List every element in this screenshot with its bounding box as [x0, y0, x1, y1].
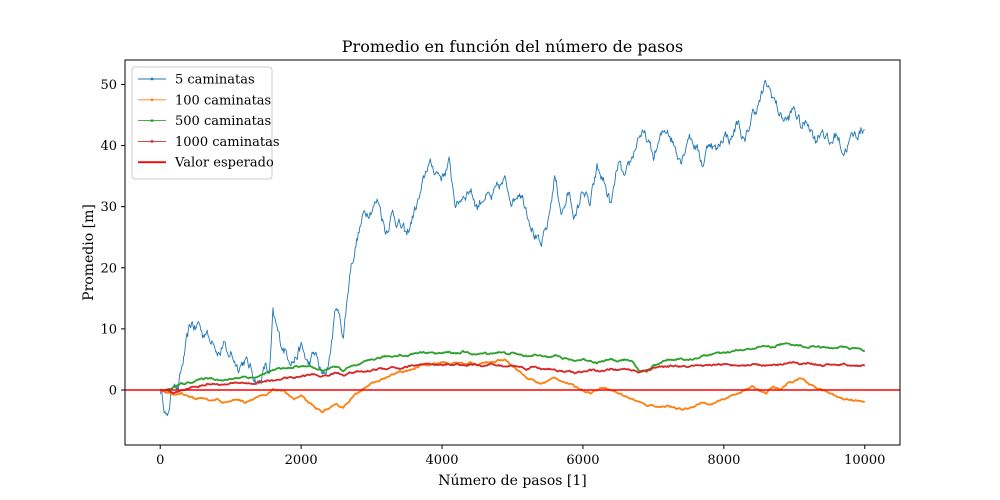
y-tick-label: 0 — [109, 384, 117, 399]
y-axis-label: Promedio [m] — [81, 204, 97, 301]
legend: 5 caminatas 100 caminatas 500 caminatas 100… — [131, 66, 280, 180]
y-axis-ticks: 0 10 20 30 40 50 — [100, 78, 125, 399]
y-tick-label: 30 — [100, 200, 117, 215]
series-500-caminatas — [160, 342, 866, 392]
legend-marker — [150, 140, 154, 143]
y-tick-label: 20 — [100, 261, 117, 276]
legend-marker — [150, 77, 154, 81]
x-tick-label: 6000 — [566, 453, 599, 468]
legend-label: 1000 caminatas — [175, 135, 280, 150]
legend-marker — [150, 119, 154, 122]
x-axis-label: Número de pasos [1] — [438, 473, 586, 489]
series-line-1000-caminatas — [159, 360, 866, 395]
y-tick-label: 10 — [100, 322, 117, 337]
series-line-500-caminatas — [160, 342, 866, 392]
y-tick-label: 50 — [100, 78, 117, 93]
x-tick-label: 2000 — [285, 453, 318, 468]
legend-label: Valor esperado — [174, 156, 274, 171]
series-line-5-caminatas — [159, 79, 865, 417]
x-tick-label: 0 — [156, 453, 164, 468]
legend-box — [131, 66, 273, 180]
y-tick-label: 40 — [100, 139, 117, 154]
x-axis-ticks: 0 2000 4000 6000 8000 10000 — [156, 445, 885, 468]
legend-label: 100 caminatas — [175, 93, 271, 108]
series-1000-caminatas — [159, 360, 866, 395]
legend-marker — [150, 98, 154, 102]
chart-title: Promedio en función del número de pasos — [342, 37, 683, 56]
x-tick-label: 10000 — [844, 453, 885, 468]
legend-label: 500 caminatas — [175, 114, 271, 129]
legend-label: 5 caminatas — [175, 73, 255, 88]
plot-frame — [124, 59, 901, 446]
series-layer — [125, 79, 900, 417]
x-tick-label: 8000 — [707, 453, 740, 468]
series-5-caminatas — [159, 79, 865, 417]
x-tick-label: 4000 — [425, 453, 458, 468]
